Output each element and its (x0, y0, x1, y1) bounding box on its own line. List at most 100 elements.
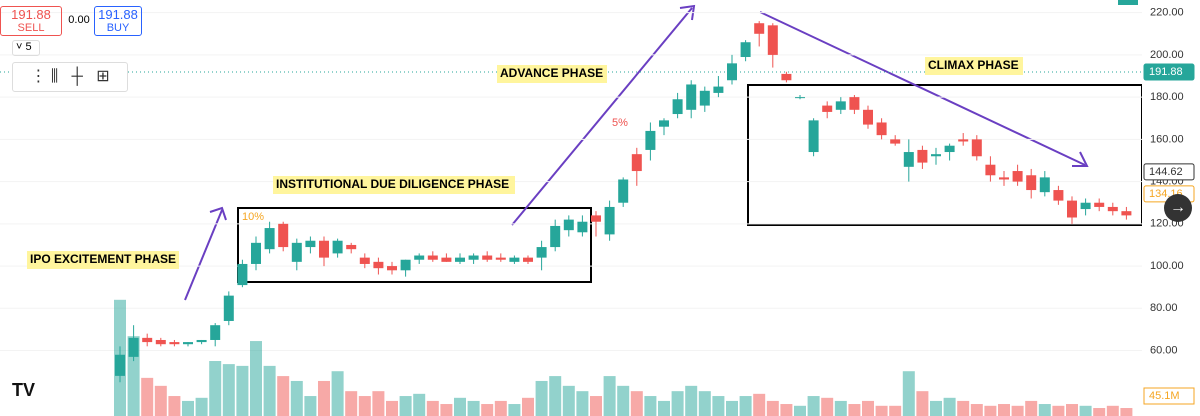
candle-body (890, 139, 901, 144)
volume-bar (644, 396, 657, 416)
volume-bar (780, 404, 793, 416)
volume-bar (794, 405, 806, 416)
candle-body (944, 145, 955, 153)
candle-body (999, 177, 1009, 180)
candle-body (618, 179, 629, 203)
y-tick-label: 100.00 (1150, 260, 1184, 272)
candle-body (985, 164, 996, 176)
candle-body (155, 339, 166, 345)
volume-bar (712, 396, 725, 416)
volume-bar (1066, 404, 1078, 416)
candle-body (332, 240, 343, 254)
phase-label-bg (925, 57, 1023, 75)
candle-body (115, 354, 125, 376)
y-tick-label: 220.00 (1150, 7, 1184, 19)
volume-bar (943, 397, 956, 416)
volume-bar (481, 404, 494, 416)
price-tag (1143, 63, 1195, 81)
price-tag-label: 144.62 (1149, 166, 1183, 178)
volume-bar (345, 391, 358, 416)
volume-bar (957, 400, 970, 416)
y-tick-label: 200.00 (1150, 49, 1184, 61)
volume-bar (1106, 405, 1119, 416)
buy-label: BUY (106, 22, 130, 34)
volume-bar (671, 391, 684, 416)
candle-body (536, 247, 547, 258)
volume-bar (739, 396, 752, 416)
volume-bar (984, 405, 997, 416)
candle-body (699, 90, 710, 106)
candle-body (795, 97, 805, 99)
spread: 0.00 (68, 14, 90, 26)
volume-bar (522, 397, 534, 416)
candle-body (672, 99, 683, 115)
candle-body (1067, 200, 1077, 218)
volume-bar (1011, 405, 1024, 416)
buy-button[interactable]: 191.88 BUY (94, 6, 142, 36)
volume-bar (168, 396, 181, 416)
candle-body (645, 130, 656, 150)
candle-body (223, 295, 234, 321)
candle-body (482, 255, 493, 260)
candle-body (278, 223, 289, 248)
volume-bar (848, 404, 861, 416)
phase-label: ADVANCE PHASE (500, 66, 603, 80)
volume-bar (467, 400, 480, 416)
candle-body (359, 257, 370, 264)
volume-bar (821, 397, 834, 416)
phase-label: INSTITUTIONAL DUE DILIGENCE PHASE (276, 177, 509, 191)
volume-bar (508, 404, 521, 416)
y-tick-label: 60.00 (1150, 344, 1178, 356)
volume-bar (304, 396, 317, 416)
volume-bar (930, 400, 942, 416)
y-tick-label: 180.00 (1150, 91, 1184, 103)
candle-body (264, 228, 275, 250)
candle-body (414, 255, 425, 260)
logo: TV (12, 380, 36, 400)
candle-body (958, 139, 969, 142)
volume-bar (263, 365, 276, 416)
candle-body (291, 242, 302, 262)
volume-bar (658, 400, 670, 416)
phase-label: CLIMAX PHASE (928, 58, 1019, 72)
volume-bar (698, 391, 711, 416)
volume-bar (222, 364, 235, 416)
phase-label-bg (273, 176, 515, 194)
candle-body (604, 206, 615, 235)
volume-bar (807, 396, 820, 416)
candle-body (1026, 175, 1037, 191)
volume-bar (277, 376, 290, 416)
volume-bar (766, 400, 779, 416)
candle-body (468, 255, 479, 260)
volume-bar (331, 371, 344, 416)
phase-label-bg (27, 251, 179, 269)
volume-bar (195, 397, 208, 416)
interval-select[interactable]: ˅ 5 (12, 40, 40, 56)
phase-label: IPO EXCITEMENT PHASE (30, 252, 176, 266)
volume-bar (358, 396, 371, 416)
candle-body (346, 244, 357, 250)
volume-bar (603, 376, 616, 416)
drawing-tools[interactable]: ⋮ ⫼ ┼ ⊞ (12, 62, 128, 92)
volume-bar (154, 385, 167, 416)
scroll-button[interactable]: → (1164, 194, 1192, 222)
interval: 5 (25, 41, 32, 53)
volume-bar (372, 391, 385, 416)
volume-bar (290, 380, 303, 416)
volume-bar (535, 380, 548, 416)
candle-body (373, 261, 384, 269)
volume-bar (862, 400, 874, 416)
volume-bar (726, 400, 738, 416)
volume-bar (209, 361, 222, 416)
volume-bar (182, 400, 194, 416)
candle-body (917, 149, 928, 163)
volume-bar (386, 400, 398, 416)
buy-price: 191.88 (98, 7, 138, 22)
candle-body (740, 42, 751, 58)
sell-button[interactable]: 191.88 SELL (0, 6, 62, 36)
candle-body (713, 86, 724, 93)
candle-body (863, 109, 873, 125)
candle-body (441, 257, 452, 262)
candle-body (808, 120, 819, 153)
volume-bar (576, 391, 589, 416)
